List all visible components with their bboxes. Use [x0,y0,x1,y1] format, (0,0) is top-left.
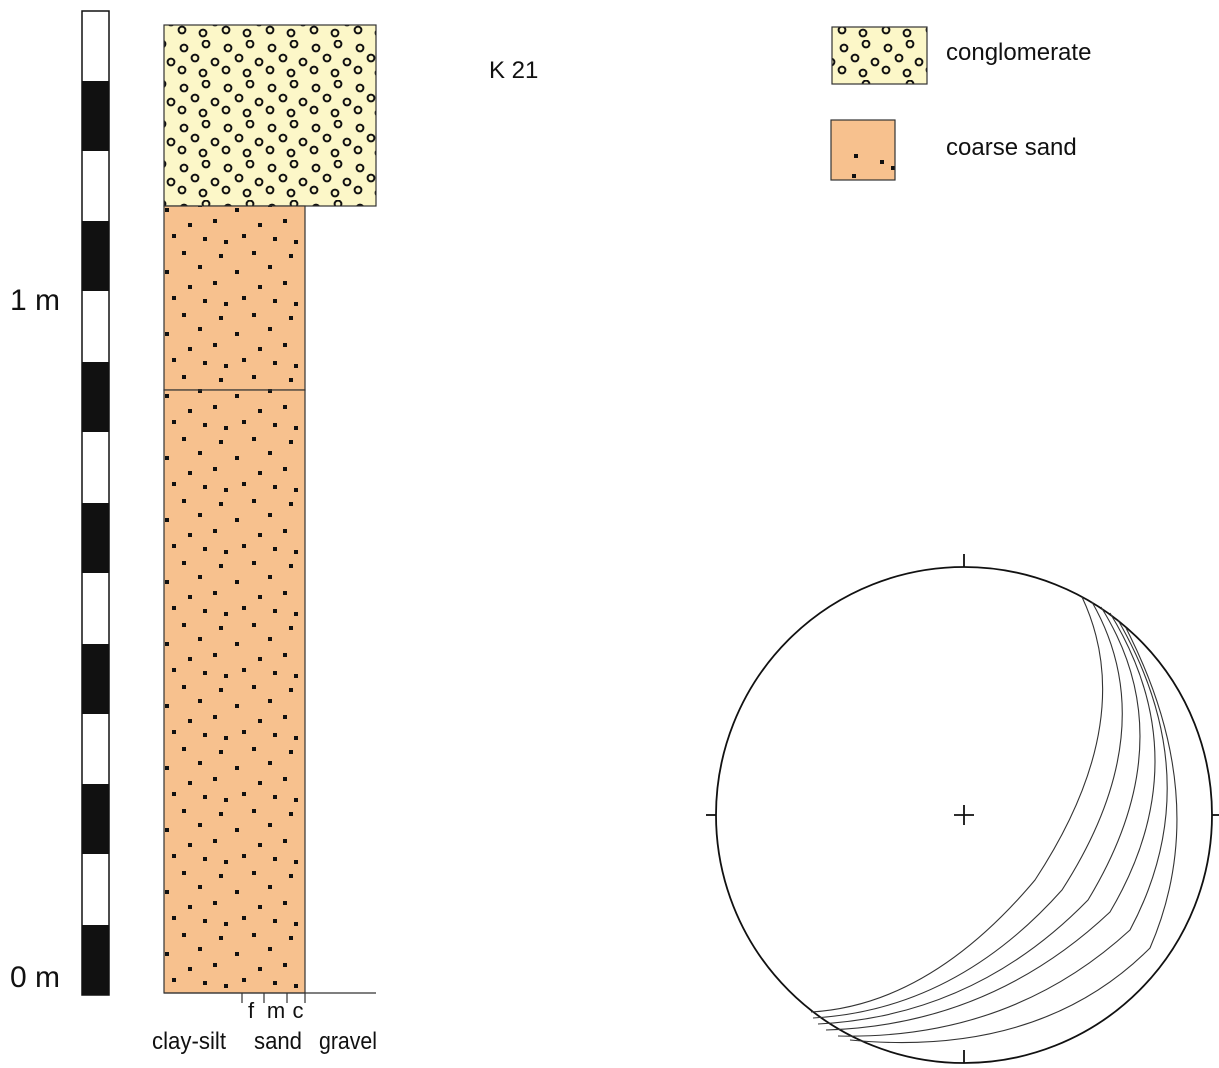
great-circle-arc [812,601,1123,1019]
axis-label-clay-silt: clay-silt [152,1028,226,1055]
axis-label-fine: f [248,998,255,1023]
great-circle-arcs [810,596,1178,1044]
great-circle-arc [810,596,1104,1013]
scale-label-0m: 0 m [10,961,60,994]
stereonet [706,554,1219,1064]
legend-item-coarse-sand: coarse sand [830,119,1077,181]
legend-label-coarse-sand: coarse sand [946,134,1077,161]
great-circle-arc [825,612,1156,1031]
section-label: K 21 [489,57,538,84]
great-circle-arc [817,606,1141,1025]
great-circle-arc [837,619,1168,1037]
axis-label-sand: sand [254,1028,302,1055]
legend-item-conglomerate: conglomerate [831,26,1091,85]
scale-label-1m: 1 m [10,284,60,317]
legend: conglomerate coarse sand [830,26,1091,181]
stratigraphic-log [163,24,377,1003]
axis-label-coarse: c [293,998,304,1023]
great-circle-arc [849,627,1178,1044]
legend-label-conglomerate: conglomerate [946,39,1091,66]
axis-label-medium: m [267,998,285,1023]
axis-label-gravel: gravel [319,1028,377,1055]
scale-bar [81,10,110,996]
